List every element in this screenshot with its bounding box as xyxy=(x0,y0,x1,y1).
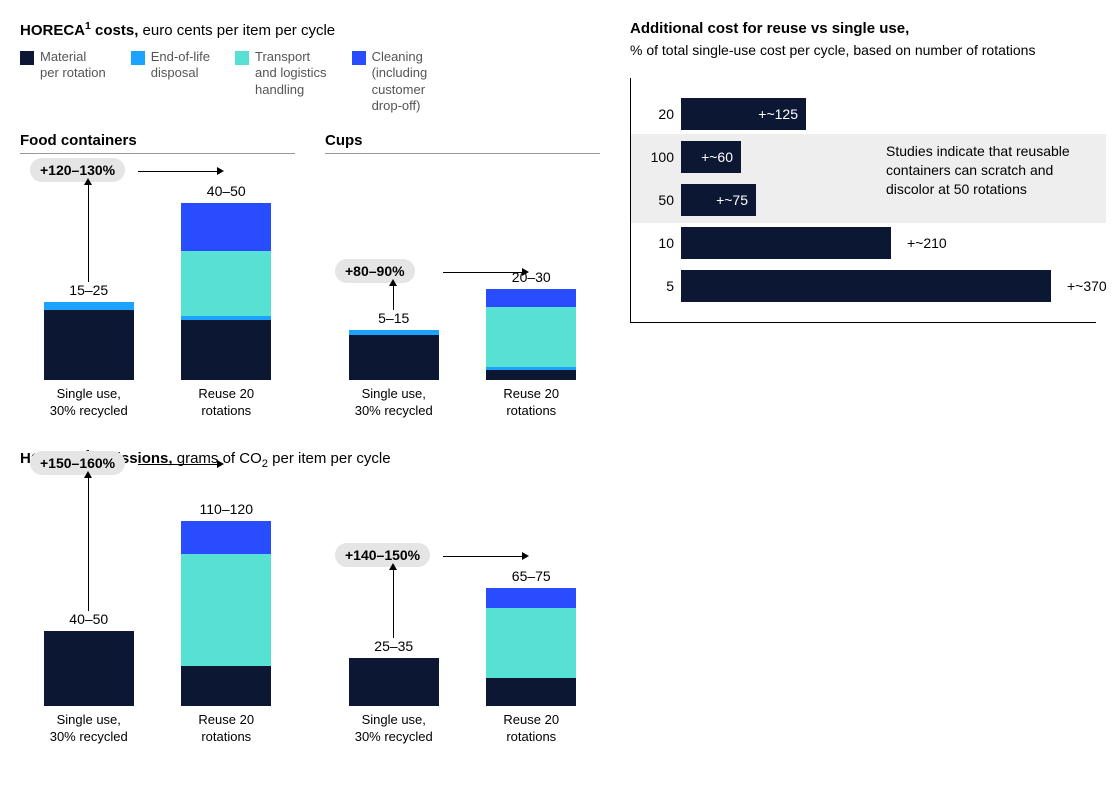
bar-segment-material xyxy=(349,658,439,706)
delta-badge: +150–160% xyxy=(30,451,125,475)
bar-segment-eol xyxy=(44,302,134,310)
bar-value-label: 15–25 xyxy=(69,282,108,298)
bar-value-label: 40–50 xyxy=(69,611,108,627)
stacked-bar xyxy=(349,330,439,380)
bar-segment-cleaning xyxy=(486,588,576,608)
chart-costs-food: Food containers 15–25 40–50 +120–130% Single… xyxy=(20,132,295,420)
hbar: +~210 xyxy=(681,227,891,259)
hbar: +~370 xyxy=(681,270,1051,302)
bar-segment-material xyxy=(486,678,576,706)
chart-costs-cups: Cups 5–15 20–30 +80–90% Single use,30% recyc… xyxy=(325,132,600,420)
bar-value-label: 25–35 xyxy=(374,638,413,654)
stacked-bar xyxy=(181,203,271,380)
bar-segment-cleaning xyxy=(486,289,576,307)
bar-value-label: 5–15 xyxy=(378,310,409,326)
annotation-text: Studies indicate that reusable container… xyxy=(886,142,1086,199)
hbar-row: 5+~370 xyxy=(681,267,1096,305)
bar-segment-cleaning xyxy=(181,521,271,554)
legend-item-eol: End-of-lifedisposal xyxy=(131,49,210,114)
bar-group: 65–75 xyxy=(484,568,579,706)
bar-group: 110–120 xyxy=(179,501,274,706)
delta-badge: +120–130% xyxy=(30,158,125,182)
bar-segment-material xyxy=(486,370,576,380)
chart-additional-cost: 20+~125100+~6050+~7510+~2105+~370Studies… xyxy=(630,78,1096,323)
legend-item-cleaning: Cleaning(includingcustomerdrop-off) xyxy=(352,49,428,114)
bar-value-label: 110–120 xyxy=(200,501,253,517)
legend-swatch xyxy=(131,51,145,65)
bar-segment-cleaning xyxy=(181,203,271,251)
stacked-bar xyxy=(44,631,134,706)
hbar-row: 10+~210 xyxy=(681,224,1096,262)
bar-segment-transport xyxy=(181,554,271,666)
legend-label: Transportand logisticshandling xyxy=(255,49,327,114)
bar-segment-transport xyxy=(486,307,576,367)
legend-swatch xyxy=(20,51,34,65)
legend-item-transport: Transportand logisticshandling xyxy=(235,49,327,114)
stacked-bar xyxy=(486,289,576,380)
stacked-bar xyxy=(486,588,576,706)
chart-emissions-food: 40–50110–120+150–160%Single use,30% recy… xyxy=(20,480,295,746)
mini-chart-title: Food containers xyxy=(20,132,295,154)
costs-title: HORECA1 costs, euro cents per item per c… xyxy=(20,20,600,39)
hbar: +~60 xyxy=(681,141,741,173)
right-subtitle: % of total single-use cost per cycle, ba… xyxy=(630,41,1096,60)
stacked-bar xyxy=(349,658,439,706)
bar-segment-transport xyxy=(181,251,271,316)
legend-label: End-of-lifedisposal xyxy=(151,49,210,114)
hbar-y-label: 50 xyxy=(636,192,674,208)
bar-segment-material xyxy=(349,335,439,380)
legend: Materialper rotation End-of-lifedisposal T… xyxy=(20,49,600,114)
hbar-y-label: 5 xyxy=(636,278,674,294)
bar-segment-material xyxy=(181,666,271,706)
bar-group: 15–25 xyxy=(41,282,136,380)
chart-emissions-cups: 25–35 65–75 +140–150% Single use,30% recycl… xyxy=(325,480,600,746)
bar-group: 5–15 xyxy=(346,310,441,380)
bar-group: 20–30 xyxy=(484,269,579,380)
right-title: Additional cost for reuse vs single use, xyxy=(630,20,1096,37)
bar-value-label: 65–75 xyxy=(512,568,551,584)
legend-item-material: Materialper rotation xyxy=(20,49,106,114)
bar-group: 40–50 xyxy=(179,183,274,380)
bar-value-label: 40–50 xyxy=(207,183,246,199)
x-axis-label: Single use,30% recycled xyxy=(41,712,136,746)
x-axis-label: Reuse 20rotations xyxy=(484,386,579,420)
x-axis-label: Reuse 20rotations xyxy=(484,712,579,746)
x-axis-label: Single use,30% recycled xyxy=(346,712,441,746)
hbar-y-label: 20 xyxy=(636,106,674,122)
hbar: +~75 xyxy=(681,184,756,216)
legend-swatch xyxy=(235,51,249,65)
bar-group: 40–50 xyxy=(41,611,136,706)
delta-badge: +80–90% xyxy=(335,259,415,283)
delta-badge: +140–150% xyxy=(335,543,430,567)
x-axis-label: Reuse 20rotations xyxy=(179,712,274,746)
hbar-value-label: +~370 xyxy=(1067,278,1107,294)
hbar-y-label: 10 xyxy=(636,235,674,251)
hbar-y-label: 100 xyxy=(636,149,674,165)
legend-label: Cleaning(includingcustomerdrop-off) xyxy=(372,49,428,114)
mini-chart-title: Cups xyxy=(325,132,600,154)
stacked-bar xyxy=(44,302,134,380)
x-axis-label: Reuse 20rotations xyxy=(179,386,274,420)
legend-swatch xyxy=(352,51,366,65)
bar-group: 25–35 xyxy=(346,638,441,706)
legend-label: Materialper rotation xyxy=(40,49,106,114)
stacked-bar xyxy=(181,521,271,706)
bar-segment-material xyxy=(44,631,134,706)
x-axis-label: Single use,30% recycled xyxy=(346,386,441,420)
hbar-row: 20+~125 xyxy=(681,95,1096,133)
x-axis-label: Single use,30% recycled xyxy=(41,386,136,420)
bar-segment-material xyxy=(181,320,271,380)
hbar-value-label: +~210 xyxy=(907,235,947,251)
bar-segment-transport xyxy=(486,608,576,678)
bar-segment-material xyxy=(44,310,134,380)
hbar: +~125 xyxy=(681,98,806,130)
